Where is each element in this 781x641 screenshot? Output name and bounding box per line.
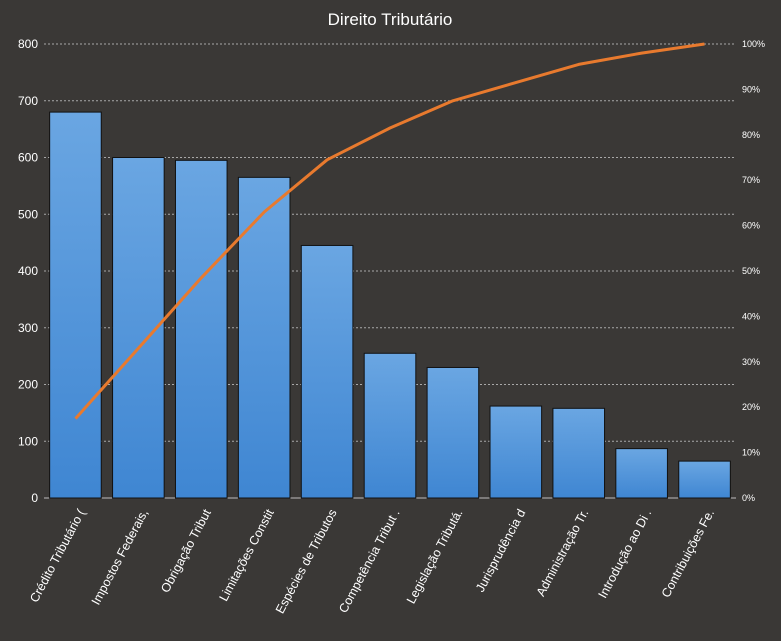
bar [615,448,668,499]
y2-tick-label: 40% [742,311,760,321]
x-tick-label: Impostos Federais, [89,507,151,607]
cumulative-percentage-line [74,42,705,420]
y-axis-labels: 0 100 200 300 400 500 600 700 800 [18,37,38,505]
y2-axis-labels: 0% 10% 20% 30% 40% 50% 60% 70% 80% 90% 100% [742,39,765,503]
y-tick-label: 800 [18,37,38,51]
x-tick-label: Crédito Tributário ( [27,506,88,605]
cumulative-line [74,42,705,420]
y-tick-label: 300 [18,321,38,335]
y-tick-label: 200 [18,378,38,392]
x-tick-label: Espécies de Tributos [273,507,340,616]
x-tick-label: Competência Tribut . [336,507,403,615]
chart-title: Direito Tributário [328,10,453,29]
y2-tick-label: 100% [742,39,765,49]
y-tick-label: 700 [18,94,38,108]
y2-tick-label: 70% [742,175,760,185]
y2-tick-label: 20% [742,402,760,412]
x-tick-label: Legislação Tributá. [404,507,466,606]
y-tick-label: 400 [18,264,38,278]
bars [49,111,731,499]
bar [237,176,291,499]
y-tick-label: 500 [18,207,38,221]
bar [489,405,543,499]
x-tick-label: Jurisprudência d [473,507,528,595]
y2-tick-label: 10% [742,448,760,458]
y2-tick-label: 60% [742,221,760,231]
y2-tick-label: 90% [742,84,760,94]
y-tick-label: 0 [31,491,38,505]
x-tick-label: Limitações Constit [217,506,278,603]
y2-tick-label: 50% [742,266,760,276]
bar [678,460,731,499]
bar [174,159,228,499]
x-tick-label: Contribuições Fe. [659,507,717,600]
bar [300,244,354,499]
bar [363,352,417,499]
y2-tick-label: 80% [742,130,760,140]
y-tick-label: 100 [18,434,38,448]
bar [49,111,102,499]
x-tick-label: Introdução ao Di . [596,507,655,601]
bar [552,407,606,499]
y-tick-label: 600 [18,151,38,165]
x-tick-label: Obrigação Tribut [158,506,214,595]
y2-tick-label: 0% [742,493,755,503]
bar [426,366,480,499]
x-axis-labels: Crédito Tributário (Impostos Federais, Ob… [27,506,717,616]
x-tick-label: Administração Tr. [534,507,592,599]
y2-tick-label: 30% [742,357,760,367]
